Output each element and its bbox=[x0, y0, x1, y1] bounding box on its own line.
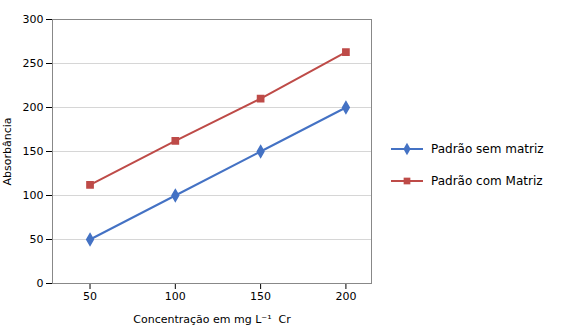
svg-text:Concentração em mg L⁻¹ Cr: Concentração em mg L⁻¹ Cr bbox=[133, 312, 291, 325]
svg-text:250: 250 bbox=[23, 57, 44, 70]
html-text:Padrão com Matriz: Padrão com Matriz bbox=[431, 173, 543, 188]
svg-text:50: 50 bbox=[30, 233, 44, 246]
svg-text:50: 50 bbox=[83, 290, 97, 303]
svg-text:150: 150 bbox=[250, 290, 271, 303]
svg-text:Absorbância: Absorbância bbox=[1, 117, 14, 185]
svg-text:200: 200 bbox=[23, 101, 44, 114]
svg-text:200: 200 bbox=[335, 290, 356, 303]
html-text:Padrão sem matriz: Padrão sem matriz bbox=[431, 141, 544, 156]
svg-text:150: 150 bbox=[23, 145, 44, 158]
svg-text:100: 100 bbox=[23, 189, 44, 202]
svg-text:300: 300 bbox=[23, 13, 44, 26]
svg-text:0: 0 bbox=[37, 277, 44, 290]
svg-text:100: 100 bbox=[165, 290, 186, 303]
